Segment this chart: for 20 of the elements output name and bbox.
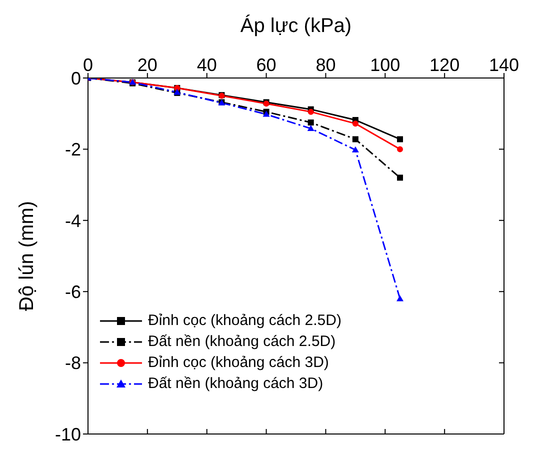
y-tick-label: -10 bbox=[54, 424, 81, 444]
x-axis-title: Áp lực (kPa) bbox=[240, 14, 352, 38]
x-tick-label: 60 bbox=[256, 55, 276, 75]
legend-label: Đỉnh cọc (khoảng cách 3D) bbox=[148, 353, 329, 373]
y-tick-label: -8 bbox=[64, 353, 81, 374]
x-tick-label: 120 bbox=[430, 55, 460, 75]
x-tick-label: 140 bbox=[488, 55, 520, 75]
x-tick-label: 40 bbox=[196, 55, 217, 75]
legend-label: Đỉnh cọc (khoảng cách 2.5D) bbox=[148, 311, 342, 331]
x-tick-label: 0 bbox=[82, 55, 94, 75]
x-tick-label: 20 bbox=[137, 55, 158, 75]
y-tick-label: -2 bbox=[64, 140, 81, 160]
legend-label: Đất nền (khoảng cách 2.5D) bbox=[148, 332, 336, 352]
legend-label: Đất nền (khoảng cách 3D) bbox=[148, 374, 324, 394]
y-axis-title: Độ lún (mm) bbox=[16, 200, 38, 312]
y-tick-label: 0 bbox=[70, 68, 81, 88]
x-tick-label: 100 bbox=[370, 55, 400, 75]
x-tick-label: 80 bbox=[316, 55, 336, 75]
y-tick-label: -4 bbox=[64, 210, 81, 231]
y-tick-label: -6 bbox=[64, 282, 81, 302]
